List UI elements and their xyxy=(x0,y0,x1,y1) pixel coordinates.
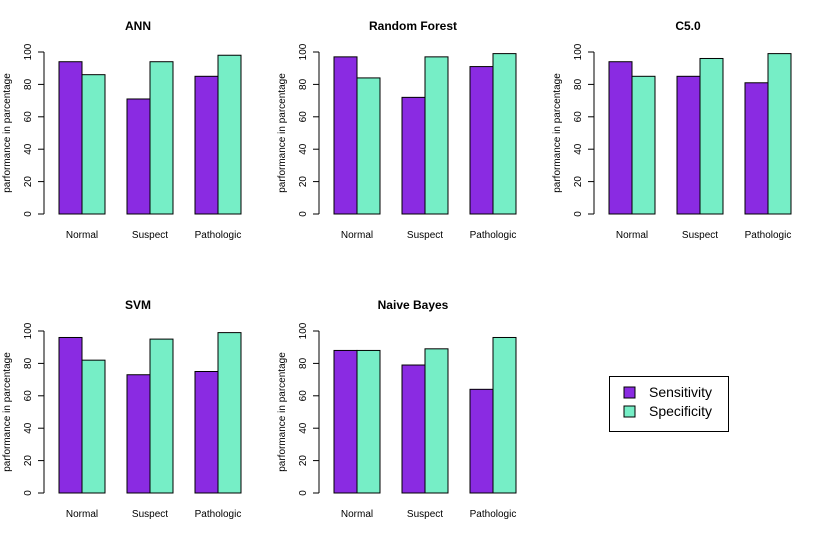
bar-specificity-normal xyxy=(356,77,381,215)
category-label: Suspect xyxy=(132,509,168,520)
chart-title: C5.0 xyxy=(675,19,701,33)
y-tick-label: 40 xyxy=(298,143,309,155)
bar-sensitivity-suspect xyxy=(126,374,151,494)
y-tick-label: 20 xyxy=(23,455,34,467)
legend-swatch-specificity xyxy=(623,405,636,418)
bar-sensitivity-suspect xyxy=(401,364,426,494)
bar-specificity-suspect xyxy=(699,57,724,215)
y-tick-label: 80 xyxy=(23,357,34,369)
y-tick-label: 0 xyxy=(298,211,309,217)
bar-specificity-pathologic xyxy=(492,336,517,494)
bar-sensitivity-normal xyxy=(58,336,83,494)
y-tick-label: 0 xyxy=(23,490,34,496)
y-axis-label: parformance in parcentage xyxy=(2,352,13,472)
y-tick-label: 40 xyxy=(23,143,34,155)
bar-sensitivity-pathologic xyxy=(469,66,494,215)
chart-panel-ann: ANN 0 20 40 60 80 100 parformance in parcentage… xyxy=(2,19,242,241)
chart-panel-svm: SVM 0 20 40 60 80 100 parformance in parcentage… xyxy=(2,298,242,520)
y-tick-label: 20 xyxy=(298,176,309,188)
bar-specificity-normal xyxy=(631,75,656,215)
bar-specificity-suspect xyxy=(424,348,449,494)
y-tick-label: 100 xyxy=(23,43,34,60)
bar-specificity-normal xyxy=(81,74,106,215)
category-label: Normal xyxy=(66,509,98,520)
y-tick-label: 80 xyxy=(298,78,309,90)
legend: Sensitivity Specificity xyxy=(609,376,729,432)
bar-specificity-pathologic xyxy=(217,54,242,215)
chart-title: SVM xyxy=(125,298,151,312)
bar-sensitivity-suspect xyxy=(401,96,426,215)
bar-sensitivity-normal xyxy=(608,61,633,215)
y-tick-label: 40 xyxy=(298,422,309,434)
y-tick-label: 20 xyxy=(573,176,584,188)
y-tick-label: 80 xyxy=(23,78,34,90)
legend-label-sensitivity: Sensitivity xyxy=(649,384,712,400)
y-tick-label: 100 xyxy=(298,43,309,60)
bar-specificity-suspect xyxy=(424,56,449,215)
y-tick-label: 0 xyxy=(573,211,584,217)
category-label: Suspect xyxy=(407,230,443,241)
y-axis-label: parformance in parcentage xyxy=(277,352,288,472)
y-tick-label: 20 xyxy=(23,176,34,188)
y-tick-label: 60 xyxy=(298,111,309,123)
y-tick-label: 40 xyxy=(573,143,584,155)
legend-label-specificity: Specificity xyxy=(649,403,712,419)
bar-sensitivity-suspect xyxy=(676,75,701,215)
y-tick-label: 60 xyxy=(23,111,34,123)
bar-specificity-suspect xyxy=(149,61,174,215)
category-label: Normal xyxy=(616,230,648,241)
y-tick-label: 20 xyxy=(298,455,309,467)
y-axis-label: parformance in parcentage xyxy=(2,73,13,193)
y-tick-label: 60 xyxy=(573,111,584,123)
category-label: Normal xyxy=(341,509,373,520)
y-tick-label: 100 xyxy=(23,322,34,339)
bar-specificity-pathologic xyxy=(767,53,792,215)
bar-specificity-pathologic xyxy=(217,332,242,494)
chart-panel-c5-0: C5.0 0 20 40 60 80 100 parformance in parcentag… xyxy=(552,19,792,241)
category-label: Suspect xyxy=(132,230,168,241)
y-tick-label: 60 xyxy=(23,390,34,402)
bar-specificity-normal xyxy=(81,359,106,494)
y-tick-label: 80 xyxy=(573,78,584,90)
bar-specificity-pathologic xyxy=(492,53,517,215)
y-tick-label: 0 xyxy=(23,211,34,217)
y-tick-label: 80 xyxy=(298,357,309,369)
bar-sensitivity-pathologic xyxy=(194,371,219,494)
bar-specificity-suspect xyxy=(149,338,174,494)
bar-sensitivity-pathologic xyxy=(194,75,219,215)
bar-sensitivity-normal xyxy=(333,56,358,215)
category-label: Suspect xyxy=(682,230,718,241)
y-tick-label: 60 xyxy=(298,390,309,402)
category-label: Normal xyxy=(66,230,98,241)
category-label: Pathologic xyxy=(745,230,792,241)
bar-sensitivity-pathologic xyxy=(744,82,769,215)
chart-title: Naive Bayes xyxy=(378,298,449,312)
chart-panel-random-forest: Random Forest 0 20 40 60 80 100 parformance in … xyxy=(277,19,517,241)
y-tick-label: 100 xyxy=(573,43,584,60)
category-label: Normal xyxy=(341,230,373,241)
y-tick-label: 100 xyxy=(298,322,309,339)
category-label: Pathologic xyxy=(195,230,242,241)
bar-specificity-normal xyxy=(356,349,381,494)
category-label: Pathologic xyxy=(470,509,517,520)
legend-swatch-sensitivity xyxy=(623,386,636,399)
chart-panel-naive-bayes: Naive Bayes 0 20 40 60 80 100 parformance in pa… xyxy=(277,298,517,520)
legend-box xyxy=(609,376,729,432)
category-label: Suspect xyxy=(407,509,443,520)
chart-title: ANN xyxy=(125,19,151,33)
y-tick-label: 40 xyxy=(23,422,34,434)
bar-sensitivity-normal xyxy=(333,349,358,494)
category-label: Pathologic xyxy=(195,509,242,520)
y-axis-label: parformance in parcentage xyxy=(552,73,563,193)
chart-title: Random Forest xyxy=(369,19,457,33)
category-label: Pathologic xyxy=(470,230,517,241)
bar-sensitivity-normal xyxy=(58,61,83,215)
bar-sensitivity-suspect xyxy=(126,98,151,215)
y-axis-label: parformance in parcentage xyxy=(277,73,288,193)
bar-sensitivity-pathologic xyxy=(469,388,494,494)
y-tick-label: 0 xyxy=(298,490,309,496)
